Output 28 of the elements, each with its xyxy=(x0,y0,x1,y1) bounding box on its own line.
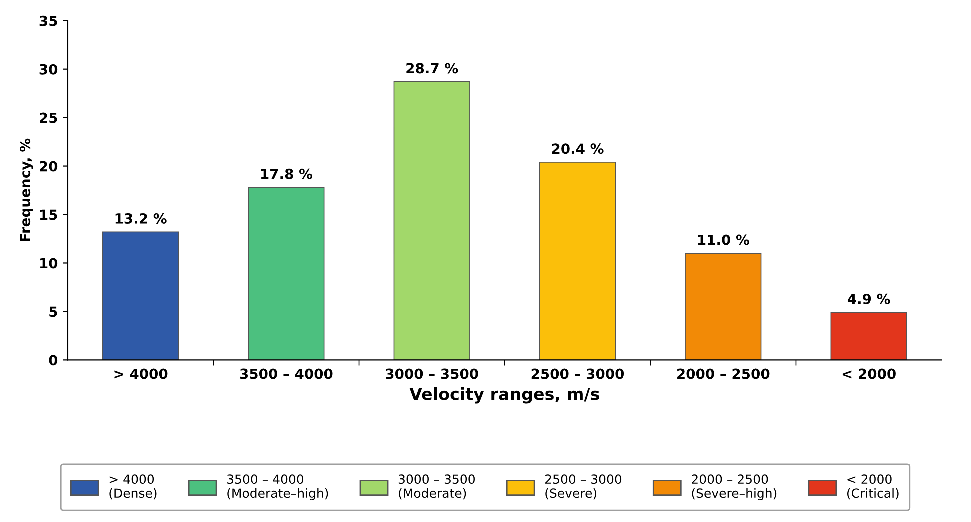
y-tick-label: 20 xyxy=(40,161,58,172)
y-axis-title: Frequency, % xyxy=(20,138,34,242)
y-tick-label: 10 xyxy=(40,258,58,269)
x-tick-label: 2500 – 3000 xyxy=(532,368,624,380)
legend-label: 2500 – 3000 (Severe) xyxy=(545,474,622,500)
y-tick-label: 0 xyxy=(49,355,58,366)
y-tick-label: 35 xyxy=(40,16,58,26)
legend-label: < 2000 (Critical) xyxy=(847,474,899,500)
y-tick-label: 30 xyxy=(40,64,58,75)
y-tick-label: 15 xyxy=(40,210,58,220)
legend-label: 3000 – 3500 (Moderate) xyxy=(398,474,475,500)
legend-label: 3500 – 4000 (Moderate–high) xyxy=(228,474,328,501)
data-label: 4.9 % xyxy=(848,294,890,304)
x-tick-label: 3000 – 3500 xyxy=(386,368,478,380)
legend-label: 2000 – 2500 (Severe–high) xyxy=(692,474,777,501)
data-label: 20.4 % xyxy=(552,144,604,154)
x-tick-label: < 2000 xyxy=(842,368,896,380)
y-tick-label: 25 xyxy=(40,112,58,124)
x-axis-title: Velocity ranges, m/s xyxy=(410,388,600,404)
y-tick-label: 5 xyxy=(50,306,58,318)
data-label: 17.8 % xyxy=(262,168,313,180)
data-label: 28.7 % xyxy=(406,63,458,74)
legend-label: > 4000 (Dense) xyxy=(110,474,157,500)
x-tick-label: > 4000 xyxy=(114,368,168,380)
data-label: 11.0 % xyxy=(698,234,750,246)
x-tick-label: 3500 – 4000 xyxy=(240,368,333,380)
data-label: 13.2 % xyxy=(116,213,167,224)
x-tick-label: 2000 – 2500 xyxy=(678,368,770,380)
